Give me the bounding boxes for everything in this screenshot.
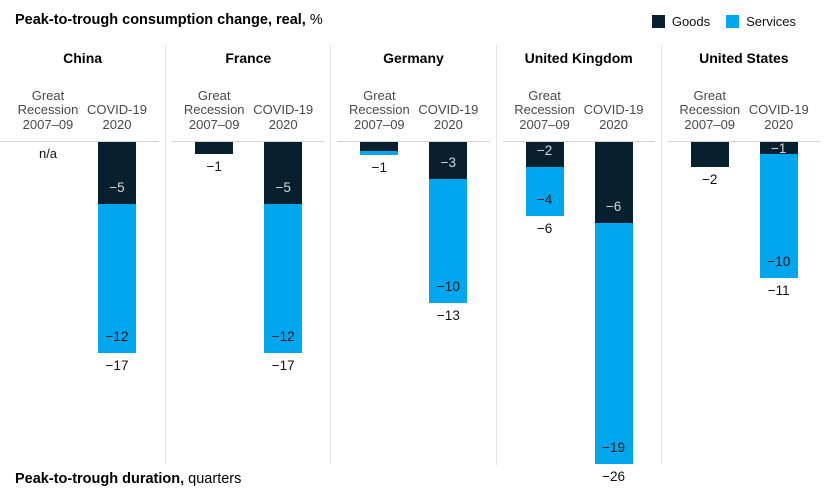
bar-france-great-recession-2007-09: −1 bbox=[195, 142, 234, 175]
panel-title-united-states: United States bbox=[699, 50, 789, 66]
column-label-great-recession: Great Recession 2007–09 bbox=[17, 87, 79, 132]
segment-value-label: −10 bbox=[436, 279, 460, 295]
panel-title-france: France bbox=[225, 50, 272, 66]
bar-total-label: −2 bbox=[702, 171, 718, 187]
column-label-great-recession: Great Recession 2007–09 bbox=[183, 87, 245, 132]
segment-value-label: −4 bbox=[536, 192, 553, 208]
panel-china: China Great Recession 2007–09 COVID-19 2020 n/… bbox=[0, 45, 165, 465]
segment-goods: −5 bbox=[264, 142, 303, 204]
segment-services: −4 bbox=[525, 166, 564, 217]
column-label-great-recession: Great Recession 2007–09 bbox=[349, 87, 410, 132]
segment-goods bbox=[360, 142, 399, 152]
segment-goods: −5 bbox=[98, 142, 136, 204]
legend-item-services: Services bbox=[726, 14, 796, 29]
baseline bbox=[0, 141, 160, 142]
bar-france-covid-19-2020: −5 −12 −17 bbox=[264, 142, 303, 373]
segment-services: −19 bbox=[594, 222, 633, 465]
chart-header: Peak-to-trough consumption change, real,… bbox=[15, 12, 796, 29]
bar-total-label: −26 bbox=[602, 469, 626, 485]
segment-services: −10 bbox=[759, 154, 798, 279]
baseline bbox=[337, 141, 490, 142]
bar-total-label: −1 bbox=[206, 159, 222, 175]
bar-united-kingdom-great-recession-2007-09: −2 −4 −6 bbox=[525, 142, 564, 237]
panel-title-china: China bbox=[63, 50, 103, 66]
segment-goods: −2 bbox=[525, 142, 564, 167]
segment-goods: −1 bbox=[759, 140, 798, 156]
column-label-great-recession: Great Recession 2007–09 bbox=[514, 87, 575, 132]
baseline bbox=[502, 141, 655, 142]
column-label-covid19: COVID-19 2020 bbox=[748, 102, 809, 132]
footer-title: Peak-to-trough duration, quarters bbox=[15, 471, 241, 487]
panel-title-germany: Germany bbox=[383, 50, 444, 66]
segment-value-label: −19 bbox=[602, 440, 626, 456]
segment-value-label: −1 bbox=[771, 140, 787, 156]
segment-value-label: −5 bbox=[275, 180, 291, 195]
column-label-covid19: COVID-19 2020 bbox=[253, 102, 314, 132]
column-label-covid19: COVID-19 2020 bbox=[583, 102, 644, 132]
segment-value-label: −12 bbox=[271, 328, 295, 344]
bar-total-label: −13 bbox=[436, 308, 460, 324]
segment-goods bbox=[690, 142, 729, 167]
baseline bbox=[172, 141, 325, 142]
column-label-great-recession: Great Recession 2007–09 bbox=[679, 87, 741, 132]
segment-goods: −3 bbox=[429, 142, 468, 180]
segment-services: −10 bbox=[429, 179, 468, 304]
baseline bbox=[667, 141, 820, 142]
panel-germany: Germany Great Recession 2007–09 COVID-19 2020… bbox=[330, 45, 495, 465]
chart-title: Peak-to-trough consumption change, real,… bbox=[15, 12, 323, 28]
segment-goods: −6 bbox=[594, 142, 633, 223]
chart-title-main: Peak-to-trough consumption change, real, bbox=[15, 12, 306, 28]
segment-value-label: −10 bbox=[767, 254, 791, 270]
bar-total-label: −1 bbox=[371, 160, 388, 176]
chart-panels: China Great Recession 2007–09 COVID-19 2020 n/… bbox=[0, 45, 826, 484]
legend: Goods Services bbox=[651, 12, 796, 29]
panel-title-united-kingdom: United Kingdom bbox=[524, 50, 633, 66]
bar-total-label: −6 bbox=[536, 221, 553, 237]
segment-value-label: −6 bbox=[605, 198, 622, 214]
footer-title-main: Peak-to-trough duration, bbox=[15, 471, 185, 487]
footer-title-unit: quarters bbox=[188, 471, 242, 487]
chart-title-unit: % bbox=[309, 12, 323, 28]
panel-united-states: United States Great Recession 2007–09 COVID-… bbox=[660, 45, 826, 465]
bar-total-label: −11 bbox=[767, 283, 790, 299]
segment-value-label: −2 bbox=[536, 142, 553, 158]
panel-united-kingdom: United Kingdom Great Recession 2007–09 COVID… bbox=[495, 45, 661, 484]
segment-value-label: −5 bbox=[109, 180, 125, 195]
bar-united-states-covid-19-2020: −1 −10 −11 bbox=[759, 140, 798, 299]
bar-germany-covid-19-2020: −3 −10 −13 bbox=[429, 142, 468, 324]
services-swatch bbox=[726, 15, 740, 28]
bar-china-covid-19-2020: −5 −12 −17 bbox=[98, 142, 136, 373]
segment-services: −12 bbox=[264, 204, 303, 353]
goods-swatch bbox=[651, 15, 665, 28]
panel-france: France Great Recession 2007–09 COVID-19 2020 −… bbox=[165, 45, 330, 465]
segment-value-label: −3 bbox=[440, 155, 457, 171]
column-label-covid19: COVID-19 2020 bbox=[87, 102, 147, 132]
bar-total-label: −17 bbox=[271, 357, 295, 373]
legend-item-goods: Goods bbox=[651, 14, 711, 29]
segment-services: −12 bbox=[98, 204, 136, 353]
bar-united-states-great-recession-2007-09: −2 bbox=[690, 142, 729, 187]
na-label: n/a bbox=[38, 146, 58, 161]
legend-label-goods: Goods bbox=[671, 14, 711, 29]
bar-united-kingdom-covid-19-2020: −6 −19 −26 bbox=[594, 142, 633, 485]
segment-services bbox=[360, 151, 399, 156]
segment-goods bbox=[195, 142, 234, 155]
column-label-covid19: COVID-19 2020 bbox=[418, 102, 479, 132]
segment-value-label: −12 bbox=[105, 328, 129, 344]
bar-total-label: −17 bbox=[105, 357, 129, 373]
bar-germany-great-recession-2007-09: −1 bbox=[360, 142, 399, 176]
legend-label-services: Services bbox=[746, 14, 796, 29]
